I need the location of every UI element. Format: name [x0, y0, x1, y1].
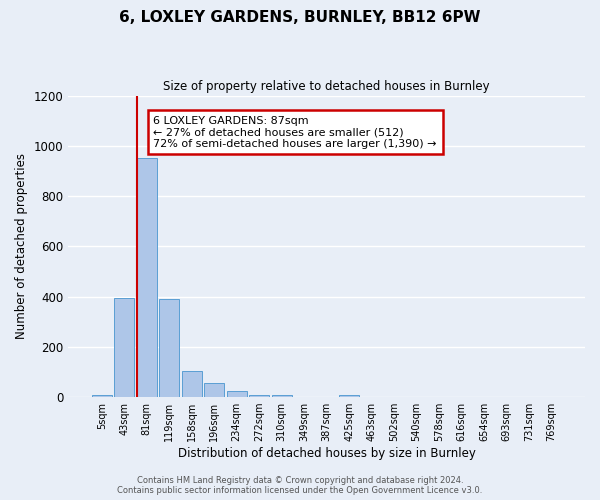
Bar [182, 370, 202, 397]
Title: Size of property relative to detached houses in Burnley: Size of property relative to detached ho… [163, 80, 490, 93]
Bar [114, 298, 134, 397]
Bar [204, 384, 224, 397]
Bar [272, 395, 292, 397]
Text: Contains HM Land Registry data © Crown copyright and database right 2024.
Contai: Contains HM Land Registry data © Crown c… [118, 476, 482, 495]
Text: 6, LOXLEY GARDENS, BURNLEY, BB12 6PW: 6, LOXLEY GARDENS, BURNLEY, BB12 6PW [119, 10, 481, 25]
Bar [137, 158, 157, 397]
X-axis label: Distribution of detached houses by size in Burnley: Distribution of detached houses by size … [178, 447, 476, 460]
Bar [249, 394, 269, 397]
Y-axis label: Number of detached properties: Number of detached properties [15, 154, 28, 340]
Bar [159, 299, 179, 397]
Bar [92, 394, 112, 397]
Bar [339, 394, 359, 397]
Text: 6 LOXLEY GARDENS: 87sqm
← 27% of detached houses are smaller (512)
72% of semi-d: 6 LOXLEY GARDENS: 87sqm ← 27% of detache… [154, 116, 437, 149]
Bar [227, 391, 247, 397]
